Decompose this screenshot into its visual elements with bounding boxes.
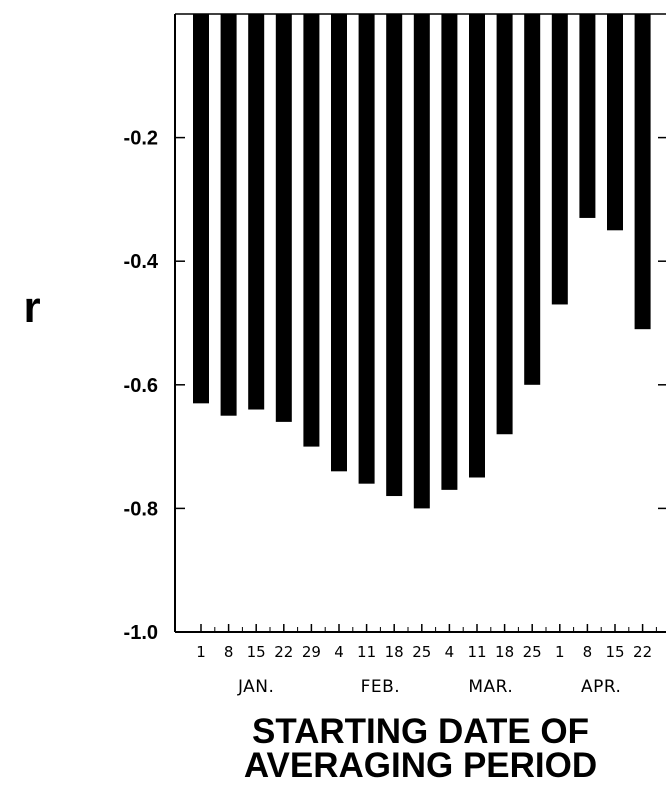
bar-10 xyxy=(469,14,485,478)
bars xyxy=(193,14,651,509)
x-ticks: 1 8 15 22 29 4 11 18 25 4 11 18 25 1 8 15 22 xyxy=(196,624,657,661)
bar-2 xyxy=(248,14,265,410)
bar-8 xyxy=(413,14,430,509)
x-axis-label-line-1: STARTING DATE OF xyxy=(251,712,589,751)
y-tick-label: -0.4 xyxy=(124,251,159,273)
x-tick-label: 4 xyxy=(445,643,455,661)
bar-3 xyxy=(275,14,292,422)
y-tick-label: -0.2 xyxy=(124,128,158,150)
bar-16 xyxy=(634,14,651,330)
x-tick-label: 11 xyxy=(467,643,486,661)
bar-14 xyxy=(579,14,596,218)
x-tick-label: 1 xyxy=(555,643,565,661)
month-label: MAR. xyxy=(468,677,513,697)
y-ticks: -0.2 -0.4 -0.6 -0.8 -1.0 xyxy=(124,128,666,644)
y-tick-label: -1.0 xyxy=(124,622,158,644)
y-tick-label: -0.6 xyxy=(124,375,158,397)
x-tick-label: 25 xyxy=(523,643,542,661)
x-tick-label: 1 xyxy=(196,643,206,661)
bar-5 xyxy=(331,14,347,472)
y-tick-label: -0.8 xyxy=(124,498,158,520)
x-tick-label: 18 xyxy=(385,643,404,661)
bar-9 xyxy=(441,14,458,490)
month-label: FEB. xyxy=(361,677,401,697)
x-tick-label: 8 xyxy=(224,643,234,661)
x-tick-label: 15 xyxy=(247,643,266,661)
x-tick-label: 22 xyxy=(274,643,293,661)
x-tick-label: 4 xyxy=(334,643,344,661)
bar-0 xyxy=(193,14,209,404)
x-tick-label: 22 xyxy=(633,643,652,661)
x-axis-label-line-2: AVERAGING PERIOD xyxy=(243,746,598,785)
x-tick-label: 8 xyxy=(583,643,593,661)
bar-1 xyxy=(220,14,237,416)
bar-7 xyxy=(386,14,403,497)
bar-12 xyxy=(524,14,541,385)
x-tick-label: 25 xyxy=(412,643,431,661)
month-labels: JAN. FEB. MAR. APR. xyxy=(237,677,621,697)
x-tick-label: 18 xyxy=(495,643,514,661)
x-tick-label: 29 xyxy=(302,643,321,661)
bar-13 xyxy=(551,14,568,305)
month-label: APR. xyxy=(581,677,622,697)
x-tick-label: 15 xyxy=(605,643,624,661)
y-axis-label: r xyxy=(23,283,40,332)
bar-4 xyxy=(303,14,320,447)
bar-15 xyxy=(607,14,623,231)
month-label: JAN. xyxy=(237,677,274,697)
bar-6 xyxy=(358,14,375,484)
x-tick-label: 11 xyxy=(357,643,376,661)
bar-11 xyxy=(496,14,513,435)
